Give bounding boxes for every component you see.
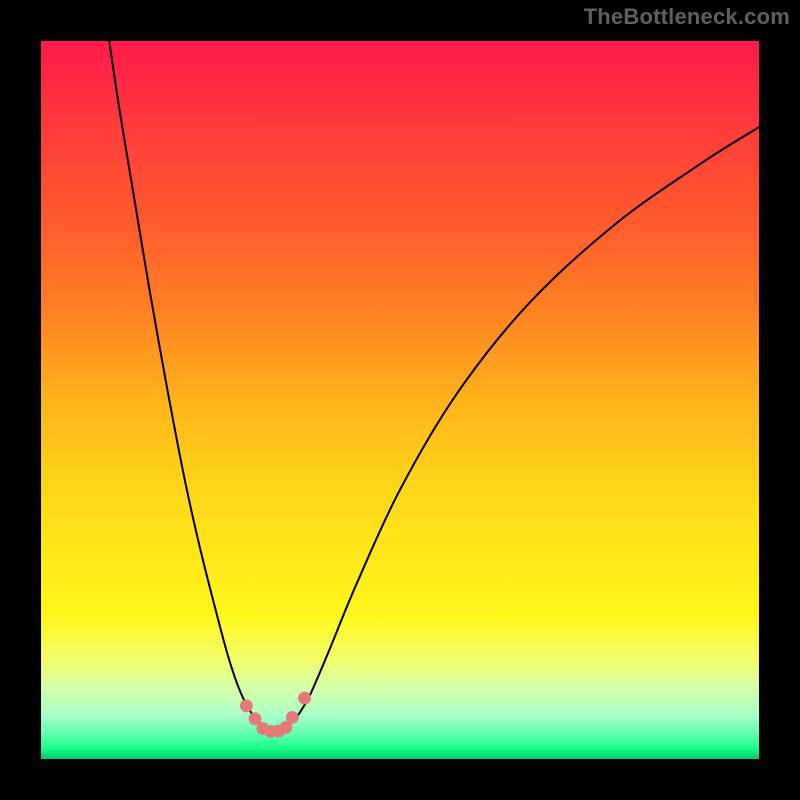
marker-dot bbox=[286, 711, 299, 724]
chart-container: TheBottleneck.com bbox=[0, 0, 800, 800]
plot-area bbox=[41, 41, 759, 759]
watermark-text: TheBottleneck.com bbox=[584, 4, 790, 30]
marker-dot bbox=[298, 692, 311, 705]
marker-dot bbox=[240, 699, 253, 712]
bottleneck-chart bbox=[0, 0, 800, 800]
